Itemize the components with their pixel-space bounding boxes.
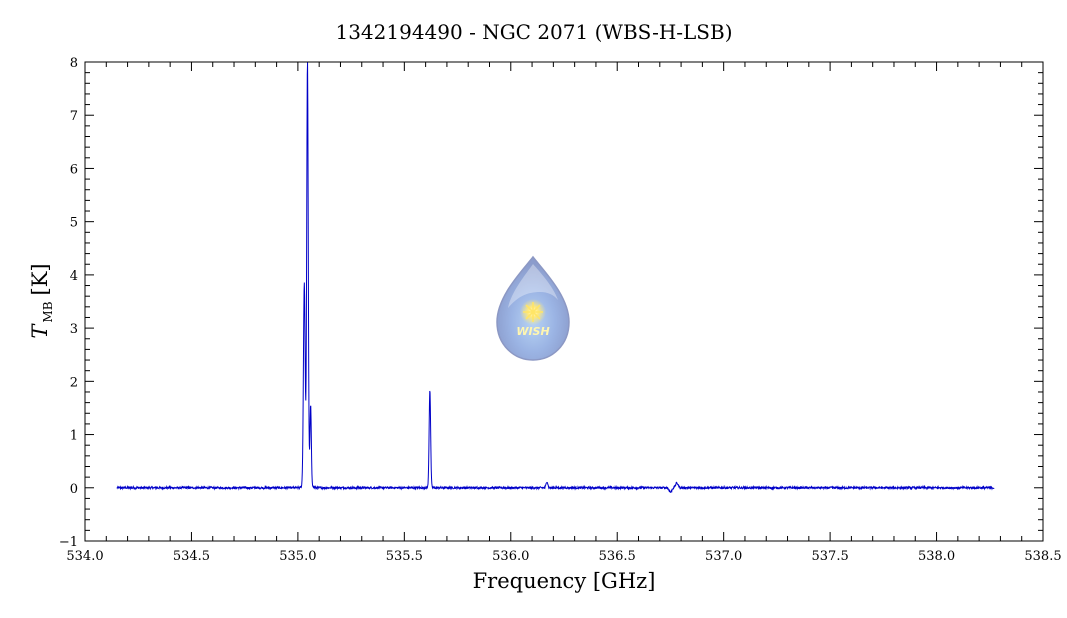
y-tick-label: 0 (70, 482, 78, 497)
wish-logo-text: WISH (516, 325, 549, 338)
x-tick-label: 534.0 (66, 549, 103, 564)
x-tick-label: 537.0 (705, 549, 742, 564)
y-axis-label-symbol: T (28, 323, 52, 339)
y-axis-label: TMB [K] (28, 263, 55, 338)
x-axis-label: Frequency [GHz] (473, 569, 656, 593)
y-axis-label-subscript: MB (41, 301, 55, 322)
wish-logo: WISH (496, 255, 570, 361)
x-tick-label: 538.0 (918, 549, 955, 564)
y-tick-label: 5 (70, 216, 78, 231)
y-tick-label: −1 (59, 535, 78, 550)
y-tick-label: 8 (70, 56, 78, 71)
x-tick-label: 536.0 (492, 549, 529, 564)
svg-text:TMB[K]: TMB [K] (28, 263, 55, 338)
wish-logo-highlight (508, 264, 558, 308)
x-tick-label: 535.0 (279, 549, 316, 564)
tick-labels: 534.0 534.5 535.0 535.5 536.0 536.5 537.0 537.5… (59, 56, 1062, 564)
plot-frame (84, 61, 1044, 542)
chart-title: 1342194490 - NGC 2071 (WBS-H-LSB) (335, 20, 732, 44)
y-tick-label: 4 (70, 269, 78, 284)
axis-ticks (84, 61, 1044, 542)
x-tick-label: 534.5 (173, 549, 210, 564)
y-tick-label: 2 (70, 375, 78, 390)
x-tick-label: 537.5 (812, 549, 849, 564)
wish-logo-star-icon (523, 302, 543, 322)
x-tick-label: 538.5 (1024, 549, 1061, 564)
spectrum-line (116, 62, 995, 493)
y-tick-label: 3 (70, 322, 78, 337)
y-tick-label: 7 (70, 109, 78, 124)
y-axis-label-unit: [K] (28, 263, 52, 295)
x-tick-label: 536.5 (599, 549, 636, 564)
x-tick-label: 535.5 (386, 549, 423, 564)
y-tick-label: 1 (70, 429, 78, 444)
y-tick-label: 6 (70, 162, 78, 177)
